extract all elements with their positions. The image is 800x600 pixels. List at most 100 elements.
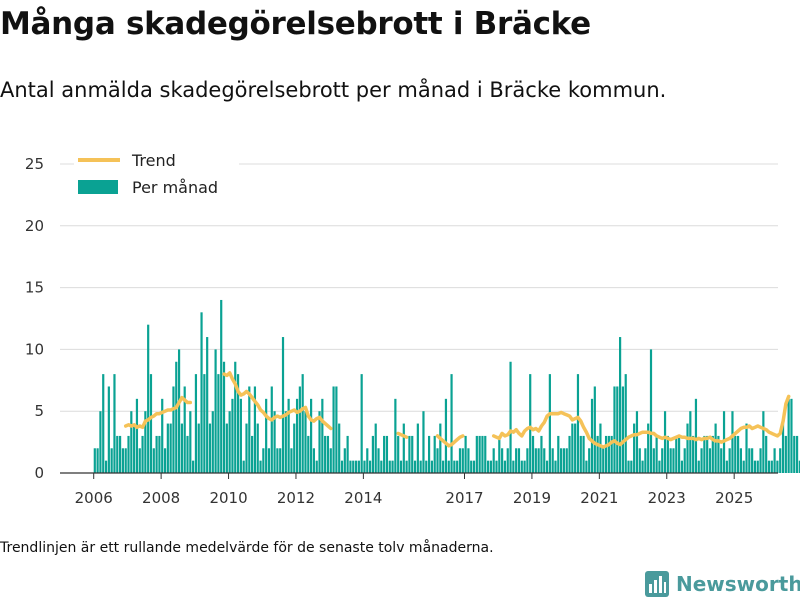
- legend-bar-label: Per månad: [132, 178, 218, 197]
- bar: [152, 448, 155, 473]
- page-title: Många skadegörelsebrott i Bräcke: [0, 6, 591, 42]
- bar: [562, 448, 566, 473]
- bar: [467, 448, 470, 473]
- bar: [273, 411, 276, 473]
- bar: [104, 460, 108, 473]
- bar: [481, 435, 484, 473]
- y-tick-label: 20: [25, 217, 44, 235]
- bar: [686, 423, 689, 473]
- bar: [711, 435, 714, 473]
- legend: Trend Per månad: [74, 150, 239, 200]
- chart-grid: [60, 163, 778, 412]
- bar: [161, 398, 164, 473]
- bar: [436, 448, 439, 473]
- bar: [677, 435, 681, 473]
- bar: [110, 448, 113, 473]
- bar: [329, 448, 332, 473]
- bar: [242, 460, 245, 473]
- bar: [537, 448, 540, 473]
- bar: [433, 435, 436, 473]
- page-subtitle: Antal anmälda skadegörelsebrott per måna…: [0, 78, 667, 102]
- bar: [576, 374, 580, 473]
- bar: [192, 460, 195, 473]
- bar: [714, 423, 717, 473]
- bar: [649, 349, 653, 473]
- bar: [610, 435, 613, 473]
- bar: [720, 448, 723, 473]
- bar: [776, 460, 779, 473]
- bar: [543, 448, 546, 473]
- bar: [130, 411, 133, 473]
- bar: [318, 411, 321, 473]
- bar: [206, 337, 209, 473]
- bar: [368, 460, 372, 473]
- bar: [450, 374, 453, 473]
- bar-series: [93, 299, 800, 473]
- bar: [93, 448, 96, 473]
- x-tick-label: 2010: [209, 489, 247, 507]
- bar: [669, 448, 672, 473]
- bar: [666, 435, 669, 473]
- bar: [203, 374, 206, 473]
- bar: [694, 398, 698, 473]
- bar: [276, 448, 279, 473]
- brand-logo[interactable]: Newsworthy: [644, 568, 800, 600]
- bar: [554, 460, 557, 473]
- bar: [385, 435, 389, 473]
- bar: [169, 423, 172, 473]
- x-tick-label: 2017: [445, 489, 483, 507]
- bar: [557, 435, 560, 473]
- bar: [262, 448, 265, 473]
- legend-bar-swatch: [78, 180, 118, 194]
- bar: [267, 448, 271, 473]
- bar: [430, 460, 433, 473]
- bar: [102, 374, 105, 473]
- bar: [312, 448, 316, 473]
- bar: [453, 460, 456, 473]
- bar: [638, 448, 641, 473]
- bar: [259, 460, 262, 473]
- bar: [183, 386, 186, 473]
- x-tick-label: 2008: [142, 489, 180, 507]
- bar: [166, 423, 169, 473]
- bar: [762, 411, 765, 473]
- bar: [118, 435, 122, 473]
- x-tick-label: 2012: [277, 489, 315, 507]
- bar: [689, 411, 692, 473]
- bar: [560, 448, 563, 473]
- bar: [332, 386, 335, 473]
- bar: [596, 435, 599, 473]
- bar: [492, 448, 495, 473]
- bar: [658, 460, 661, 473]
- bar: [366, 448, 369, 473]
- bar: [383, 435, 386, 473]
- bar: [447, 460, 450, 473]
- bar: [633, 423, 636, 473]
- bar: [113, 374, 116, 473]
- bar: [731, 411, 734, 473]
- bar: [377, 448, 380, 473]
- bar: [529, 374, 532, 473]
- bar: [582, 435, 585, 473]
- trend-series: [123, 371, 791, 449]
- footnote: Trendlinjen är ett rullande medelvärde f…: [0, 540, 494, 556]
- trend-line: [396, 431, 409, 439]
- bar: [175, 361, 178, 473]
- x-tick-label: 2025: [715, 489, 753, 507]
- bar: [321, 398, 324, 473]
- x-tick-label: 2006: [75, 489, 113, 507]
- bar: [256, 423, 259, 473]
- bar: [422, 411, 425, 473]
- bar: [498, 435, 501, 473]
- bar: [116, 435, 119, 473]
- bar: [517, 448, 521, 473]
- bar: [644, 448, 647, 473]
- bar: [590, 398, 594, 473]
- bar: [349, 460, 352, 473]
- bar: [486, 460, 490, 473]
- bar: [127, 435, 130, 473]
- bar: [245, 423, 248, 473]
- bar: [624, 374, 627, 473]
- bar: [742, 460, 745, 473]
